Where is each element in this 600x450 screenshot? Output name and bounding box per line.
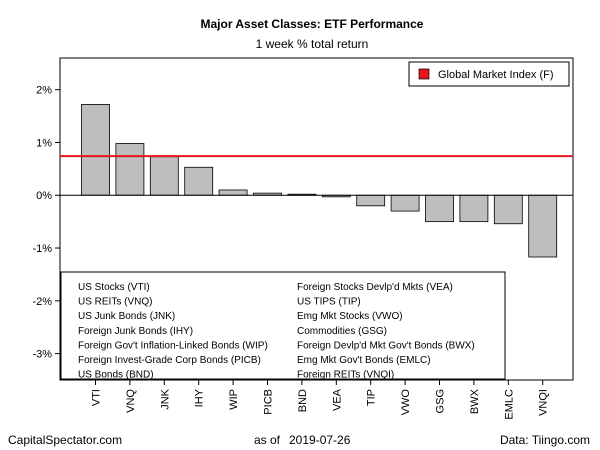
x-tick-label-bwx: BWX — [469, 388, 481, 414]
fund-legend-item: Foreign Stocks Devlp'd Mkts (VEA) — [297, 282, 453, 293]
y-tick-label: -3% — [32, 349, 52, 361]
fund-legend: US Stocks (VTI) US REITs (VNQ) US Junk Bon… — [60, 271, 506, 381]
x-axis: VTI VNQ JNK IHY WIP PICB BND VEA TIP VWO GSG BWX EML… — [91, 380, 550, 420]
y-axis: 2% 1% 0% -1% -2% -3% — [32, 85, 60, 361]
x-tick-label-jnk: JNK — [159, 388, 171, 409]
reference-legend-box — [408, 61, 570, 87]
bar-wip — [218, 189, 248, 196]
fund-legend-item: US REITs (VNQ) — [78, 297, 152, 308]
fund-legend-item: Foreign Invest-Grade Corp Bonds (PICB) — [78, 355, 261, 366]
fund-legend-item: US Bonds (BND) — [78, 370, 154, 381]
x-tick-label-ihy: IHY — [194, 388, 206, 407]
fund-legend-item: US Stocks (VTI) — [78, 282, 150, 293]
fund-legend-item: Foreign Gov't Inflation-Linked Bonds (WI… — [78, 340, 268, 351]
chart-title: Major Asset Classes: ETF Performance — [201, 17, 424, 31]
bar-vti — [81, 104, 110, 196]
y-tick-label: 1% — [36, 137, 52, 149]
footer-as-of-date: 2019-07-26 — [289, 433, 351, 447]
fund-legend-box — [60, 271, 506, 380]
fund-legend-item: US Junk Bonds (JNK) — [78, 311, 175, 322]
x-tick-label-bnd: BND — [297, 389, 309, 412]
bar-ihy — [184, 166, 214, 196]
fund-legend-item: Emg Mkt Gov't Bonds (EMLC) — [297, 355, 431, 366]
y-tick-label: 2% — [36, 85, 52, 97]
x-tick-label-vti: VTI — [91, 389, 103, 406]
footer-source-right: Data: Tiingo.com — [500, 433, 590, 447]
reference-legend: Global Market Index (F) — [408, 61, 570, 87]
bar-vnqi — [528, 194, 558, 258]
x-tick-label-emlc: EMLC — [503, 389, 515, 420]
fund-legend-item: Foreign Junk Bonds (IHY) — [78, 326, 193, 337]
x-tick-label-wip: WIP — [228, 389, 240, 410]
bar-gsg — [425, 194, 454, 223]
bar-vnq — [115, 143, 145, 196]
fund-legend-item: US TIPS (TIP) — [297, 297, 361, 308]
bar-bwx — [459, 194, 489, 223]
x-tick-label-picb: PICB — [263, 389, 275, 415]
x-tick-label-vnqi: VNQI — [538, 389, 550, 416]
reference-legend-swatch — [418, 68, 430, 80]
bar-jnk — [149, 156, 179, 196]
footer-as-of-label: as of — [254, 433, 281, 447]
bar-emlc — [493, 194, 523, 225]
y-tick-label: -2% — [32, 296, 52, 308]
y-tick-label: -1% — [32, 243, 52, 255]
x-tick-label-vwo: VWO — [400, 389, 412, 416]
fund-legend-item: Commodities (GSG) — [297, 326, 387, 337]
footer-source-left: CapitalSpectator.com — [8, 433, 122, 447]
fund-legend-item: Emg Mkt Stocks (VWO) — [297, 311, 403, 322]
x-tick-label-vnq: VNQ — [125, 389, 137, 413]
fund-legend-item: Foreign REITs (VNQI) — [297, 370, 394, 381]
x-tick-label-tip: TIP — [366, 389, 378, 406]
fund-legend-item: Foreign Devlp'd Mkt Gov't Bonds (BWX) — [297, 340, 475, 351]
y-tick-label: 0% — [36, 190, 52, 202]
chart-subtitle: 1 week % total return — [256, 37, 369, 51]
bar-vwo — [390, 194, 420, 212]
reference-legend-label: Global Market Index (F) — [438, 69, 554, 81]
x-tick-label-gsg: GSG — [435, 389, 447, 413]
bar-tip — [356, 194, 386, 207]
x-tick-label-vea: VEA — [331, 388, 343, 411]
